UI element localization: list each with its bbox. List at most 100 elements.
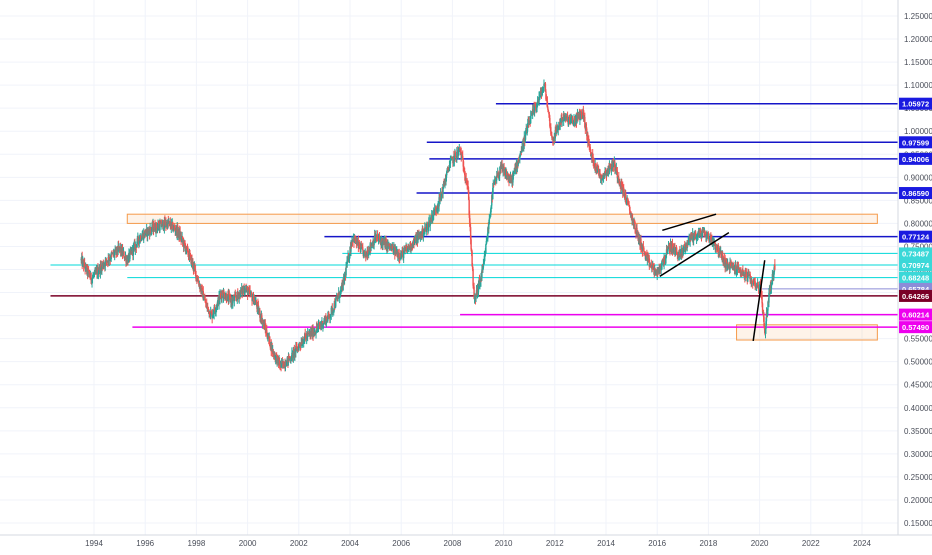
- candle-body: [544, 83, 547, 92]
- candle-body: [159, 223, 161, 231]
- candle-body: [90, 273, 92, 281]
- candle-body: [530, 113, 532, 116]
- level-price-label: 0.77124: [902, 233, 930, 242]
- candle-body: [232, 300, 234, 304]
- candle-body: [316, 326, 318, 330]
- candle-body: [554, 130, 556, 139]
- candle-body: [763, 316, 765, 327]
- candle-body: [398, 253, 400, 259]
- candle-body: [469, 227, 472, 240]
- candle-body: [574, 118, 577, 124]
- candle-body: [734, 265, 736, 271]
- candle-body: [412, 240, 414, 248]
- candle-body: [207, 306, 209, 310]
- candle-body: [550, 127, 552, 135]
- y-tick-label: 0.80000: [904, 219, 932, 228]
- candle-body: [493, 183, 495, 185]
- candle-body: [456, 151, 458, 159]
- candle-body: [716, 250, 718, 251]
- candle-body: [610, 168, 613, 171]
- level-price-tag: [899, 136, 932, 149]
- candle-body: [488, 218, 491, 225]
- candle-body: [710, 235, 712, 243]
- support-resistance-zone[interactable]: [126, 213, 878, 224]
- candle-body: [328, 312, 330, 315]
- candle-body: [488, 224, 490, 230]
- candle-body: [773, 272, 775, 278]
- candle-body: [329, 316, 332, 319]
- candle-body: [468, 199, 470, 216]
- candle-body: [91, 277, 94, 279]
- candle-body: [529, 115, 532, 124]
- candle-body: [362, 247, 364, 251]
- x-tick-label: 2012: [546, 539, 564, 548]
- candle-body: [740, 271, 743, 274]
- support-resistance-zone[interactable]: [736, 324, 878, 341]
- candle-body: [276, 356, 278, 364]
- candle-body: [484, 253, 487, 255]
- x-tick-label: 2000: [239, 539, 257, 548]
- level-price-tag: [899, 247, 932, 260]
- candle-body: [496, 175, 498, 181]
- candle-body: [445, 172, 448, 178]
- candle-body: [446, 170, 448, 173]
- candle-body: [740, 269, 742, 272]
- candle-body: [754, 281, 756, 285]
- candle-body: [547, 109, 550, 112]
- trendline[interactable]: [659, 231, 730, 278]
- candle-body: [192, 261, 194, 268]
- candle-body: [292, 349, 295, 358]
- candle-body: [482, 263, 485, 268]
- candle-body: [447, 168, 449, 171]
- candle-body: [565, 116, 567, 121]
- y-tick-label: 0.85000: [904, 196, 932, 205]
- candle-body: [350, 245, 352, 252]
- y-tick-label: 1.15000: [904, 58, 932, 67]
- candle-body: [667, 248, 669, 252]
- candle-body: [400, 255, 403, 258]
- time-axis[interactable]: 1994 1996 1998 2000 2002 2004 2006 2008 2010 2012…: [85, 539, 871, 548]
- candle-body: [155, 223, 158, 229]
- level-price-tag: [899, 308, 932, 321]
- candle-body: [634, 222, 636, 230]
- candle-body: [584, 116, 586, 128]
- candle-body: [140, 236, 142, 241]
- candle-body: [138, 239, 140, 244]
- candle-body: [93, 270, 96, 275]
- candle-body: [645, 255, 647, 260]
- y-tick-label: 0.25000: [904, 473, 932, 482]
- level-price-tag: [899, 187, 932, 200]
- candle-body: [226, 294, 229, 301]
- candle-body: [551, 134, 553, 138]
- candle-body: [325, 317, 328, 325]
- level-price-label: 0.60214: [902, 311, 930, 320]
- candle-body: [222, 291, 225, 298]
- candle-body: [161, 226, 163, 228]
- candle-body: [255, 300, 258, 306]
- candle-body: [667, 245, 670, 249]
- level-price-label: 0.94006: [902, 155, 929, 164]
- candle-body: [473, 286, 475, 299]
- trendline[interactable]: [752, 260, 766, 342]
- candle-body: [541, 89, 544, 93]
- trendline[interactable]: [662, 213, 717, 232]
- candle-body: [448, 165, 451, 171]
- candle-body: [228, 294, 231, 296]
- candle-body: [502, 168, 504, 172]
- y-tick-label: 0.20000: [904, 496, 932, 505]
- x-tick-label: 2022: [802, 539, 820, 548]
- candle-body: [519, 156, 521, 160]
- candle-body: [286, 359, 288, 366]
- y-tick-label: 0.45000: [904, 381, 932, 390]
- candle-body: [521, 151, 523, 153]
- candle-body: [373, 241, 375, 246]
- candle-body: [543, 83, 545, 89]
- candle-body: [714, 242, 716, 250]
- trendlines: [659, 213, 766, 342]
- candle-body: [725, 260, 727, 268]
- level-price-label: 1.05972: [902, 100, 929, 109]
- level-price-tag: [899, 152, 932, 165]
- candle-body: [114, 248, 116, 253]
- candle-body: [337, 296, 339, 299]
